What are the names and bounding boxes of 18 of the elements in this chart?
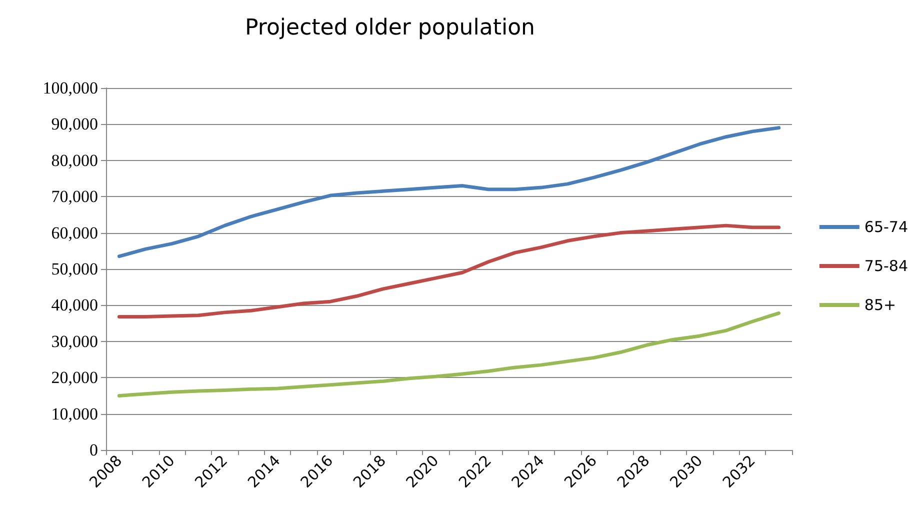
legend-label: 65-74 [864,218,908,236]
y-tick-label: 60,000 [51,223,98,242]
y-tick-label: 100,000 [42,78,98,98]
y-tick-label: 20,000 [51,368,98,388]
y-tick-label: 80,000 [51,150,98,170]
line-series [117,224,781,319]
line-series [117,311,781,398]
y-tick-label: 50,000 [51,260,98,278]
y-tick-label: 90,000 [51,114,98,134]
y-tick-label: 10,000 [51,404,98,424]
chart-title: Projected older population [245,16,535,40]
line-series [117,126,781,258]
y-tick-label: 0 [90,440,98,460]
legend-label: 85+ [864,296,896,314]
y-tick-label: 40,000 [51,296,98,315]
y-tick-label: 70,000 [51,187,98,206]
y-tick-label: 30,000 [51,332,98,351]
legend-label: 75-84 [864,257,908,275]
